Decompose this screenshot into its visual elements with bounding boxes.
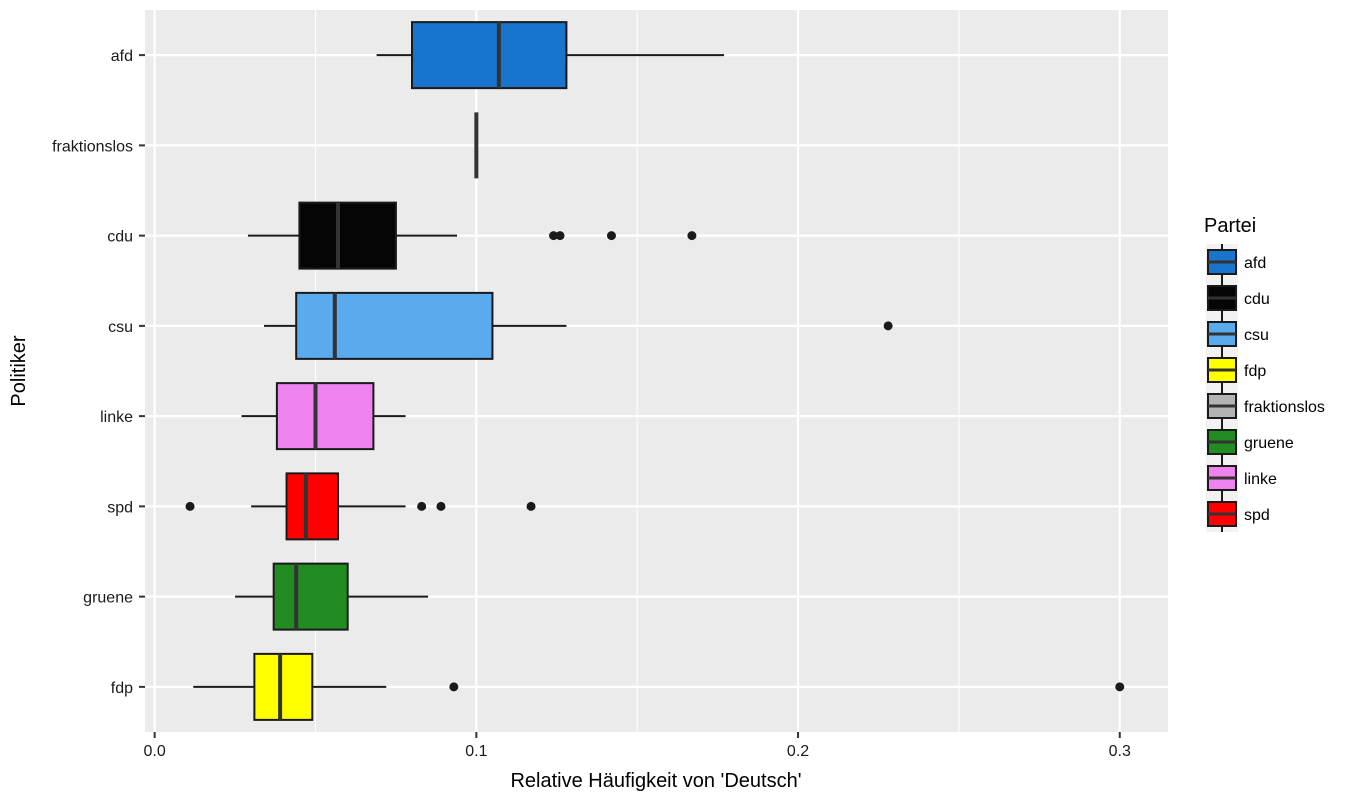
y-tick-label: cdu <box>107 229 133 246</box>
y-tick-label: gruene <box>83 590 133 607</box>
outlier-point <box>436 501 446 511</box>
y-tick-label: linke <box>100 409 133 426</box>
box-gruene <box>235 562 429 631</box>
box-body <box>295 291 494 360</box>
outlier-point <box>417 501 427 511</box>
legend-item-fdp: fdp <box>1206 352 1266 388</box>
legend-title: Partei <box>1204 215 1256 237</box>
outlier-point <box>185 501 195 511</box>
box-series <box>185 21 1125 721</box>
box-cdu <box>247 201 697 270</box>
legend-label: fdp <box>1244 363 1266 380</box>
legend-item-spd: spd <box>1206 496 1270 532</box>
box-body <box>272 562 349 631</box>
y-axis-ticks: afd fraktionslos cdu csu linke spd gruene fdp <box>52 48 145 697</box>
legend-item-linke: linke <box>1206 460 1277 496</box>
y-tick-label: csu <box>108 319 133 336</box>
x-axis-ticks: 0.0 0.1 0.2 0.3 <box>144 732 1131 760</box>
outlier-point <box>1115 682 1125 692</box>
legend-item-cdu: cdu <box>1206 280 1270 316</box>
box-body <box>411 21 568 90</box>
y-tick-label: fraktionslos <box>52 138 133 155</box>
box-body <box>298 201 397 270</box>
legend-item-csu: csu <box>1206 316 1269 352</box>
outlier-point <box>687 231 697 241</box>
box-csu <box>264 291 893 360</box>
y-tick-label: spd <box>107 499 133 516</box>
box-linke <box>241 382 406 451</box>
box-afd <box>376 21 725 90</box>
outlier-point <box>555 231 565 241</box>
box-spd <box>185 472 536 541</box>
x-tick-label: 0.2 <box>787 743 809 760</box>
x-axis-title: Relative Häufigkeit von 'Deutsch' <box>510 770 801 792</box>
y-tick-label: fdp <box>111 680 133 697</box>
outlier-point <box>606 231 616 241</box>
y-axis-title: Politiker <box>8 335 30 406</box>
x-tick-label: 0.3 <box>1109 743 1131 760</box>
legend-label: gruene <box>1244 435 1294 452</box>
legend: Partei afd cdu csu fdp fraktionslos gruene lin… <box>1204 215 1325 532</box>
grid-lines <box>145 10 1168 732</box>
box-body <box>275 382 375 451</box>
box-body <box>253 652 314 721</box>
y-tick-label: afd <box>111 48 133 65</box>
legend-label: csu <box>1244 327 1269 344</box>
legend-label: linke <box>1244 471 1277 488</box>
legend-item-afd: afd <box>1206 244 1266 280</box>
box-fdp <box>193 652 1125 721</box>
legend-item-gruene: gruene <box>1206 424 1294 460</box>
x-tick-label: 0.1 <box>465 743 487 760</box>
legend-label: afd <box>1244 255 1266 272</box>
legend-label: fraktionslos <box>1244 399 1325 416</box>
outlier-point <box>526 501 536 511</box>
legend-label: cdu <box>1244 291 1270 308</box>
outlier-point <box>883 321 893 331</box>
legend-item-fraktionslos: fraktionslos <box>1206 388 1325 424</box>
x-tick-label: 0.0 <box>144 743 166 760</box>
legend-label: spd <box>1244 507 1270 524</box>
outlier-point <box>549 231 559 241</box>
outlier-point <box>449 682 459 692</box>
box-body <box>285 472 340 541</box>
